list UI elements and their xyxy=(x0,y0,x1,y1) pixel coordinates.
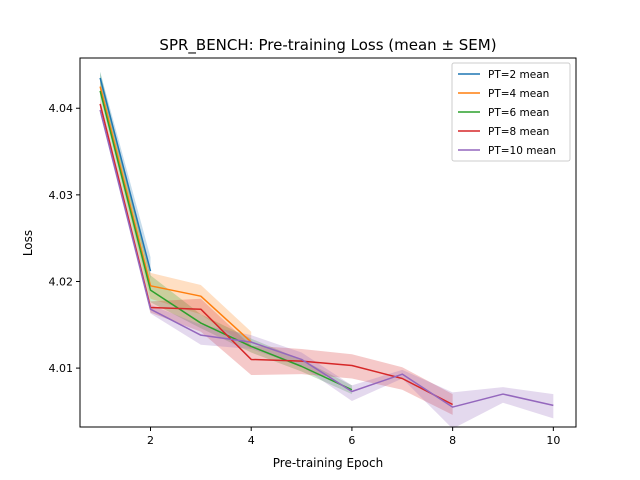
series-line-4 xyxy=(99,109,554,408)
legend-entry-3: PT=8 mean xyxy=(488,126,549,138)
y-tick-label: 4.03 xyxy=(49,189,74,202)
y-tick-label: 4.01 xyxy=(49,362,74,375)
legend-entry-0: PT=2 mean xyxy=(488,69,549,81)
x-tick-label: 8 xyxy=(449,434,456,447)
y-tick-label: 4.02 xyxy=(49,275,74,288)
y-axis-ticks: 4.01 4.02 4.03 4.04 xyxy=(49,102,80,375)
x-tick-label: 10 xyxy=(546,434,560,447)
y-tick-label: 4.04 xyxy=(49,102,74,115)
x-axis-label: Pre-training Epoch xyxy=(273,456,383,470)
legend-entry-4: PT=10 mean xyxy=(488,145,556,157)
y-axis-label: Loss xyxy=(21,230,35,256)
x-axis-ticks: 2 4 6 8 10 xyxy=(147,427,560,447)
sem-band-4 xyxy=(100,106,554,429)
series-line-1 xyxy=(99,86,252,343)
legend-entry-1: PT=4 mean xyxy=(488,88,549,100)
legend-entry-2: PT=6 mean xyxy=(488,107,549,119)
sem-band-2 xyxy=(100,71,352,395)
x-tick-label: 4 xyxy=(248,434,255,447)
plot-frame xyxy=(79,57,577,428)
sem-band-1 xyxy=(100,80,252,350)
series-line-0 xyxy=(99,77,152,272)
series-lines xyxy=(99,77,554,408)
chart-title: SPR_BENCH: Pre-training Loss (mean ± SEM… xyxy=(159,36,496,55)
x-tick-label: 2 xyxy=(147,434,154,447)
legend: PT=2 mean PT=4 mean PT=6 mean PT=8 mean PT=1… xyxy=(451,62,571,162)
legend-frame xyxy=(451,62,571,162)
x-tick-label: 6 xyxy=(348,434,355,447)
